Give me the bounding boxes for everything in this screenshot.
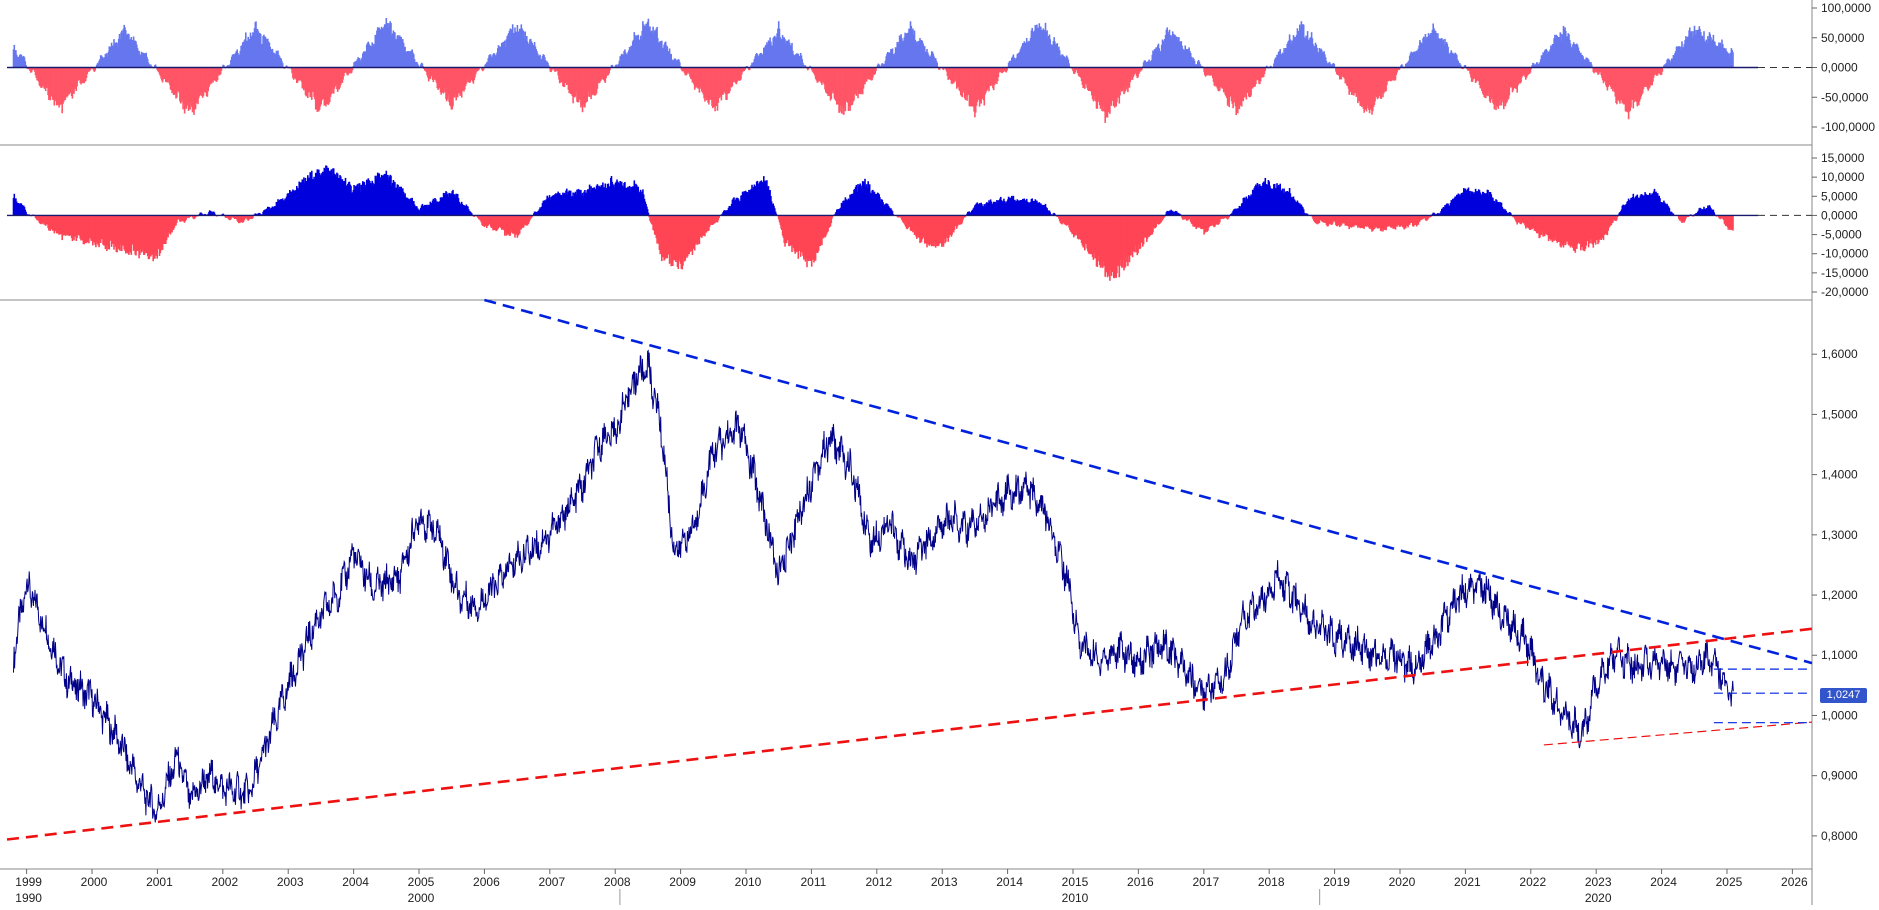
x-tick-label: 2024 [1650,875,1677,889]
x-tick-label: 2022 [1519,875,1546,889]
x-tick-label: 2019 [1323,875,1350,889]
x-major-tick-label: 2000 [408,891,435,905]
top-osc-tick-label: 0,0000 [1821,61,1858,75]
x-tick-label: 2012 [865,875,892,889]
mid-osc-tick-label: -15,0000 [1821,266,1869,280]
x-tick-label: 2013 [931,875,958,889]
mid-osc-tick-label: -5,0000 [1821,228,1862,242]
last-price-value: 1,0247 [1826,689,1861,701]
x-tick-label: 2025 [1716,875,1743,889]
price-tick-label: 1,6000 [1821,347,1858,361]
price-tick-label: 1,3000 [1821,528,1858,542]
top-osc-tick-label: -100,0000 [1821,120,1875,134]
trendline-red [1543,721,1813,746]
x-tick-label: 2006 [473,875,500,889]
x-tick-label: 2007 [538,875,565,889]
price-line [13,349,1734,823]
mid-osc-tick-label: -20,0000 [1821,285,1869,299]
x-major-tick-label: 2010 [1062,891,1089,905]
x-major-tick-label: 1990 [15,891,42,905]
mid-osc-tick-label: 15,0000 [1821,151,1865,165]
mid-osc-tick-label: 0,0000 [1821,208,1858,222]
top-osc-tick-label: 100,0000 [1821,1,1871,15]
x-tick-label: 2004 [342,875,369,889]
mid-osc-tick-label: 5,0000 [1821,189,1858,203]
x-tick-label: 2003 [277,875,304,889]
x-tick-label: 2015 [1062,875,1089,889]
x-tick-label: 2005 [408,875,435,889]
x-major-tick-label: 2020 [1585,891,1612,905]
mid-osc-tick-label: -10,0000 [1821,247,1869,261]
price-tick-label: 1,2000 [1821,588,1858,602]
x-tick-label: 2001 [146,875,173,889]
price-tick-label: 0,9000 [1821,769,1858,783]
x-tick-label: 2021 [1454,875,1481,889]
price-tick-label: 1,1000 [1821,648,1858,662]
x-tick-label: 2016 [1127,875,1154,889]
top-osc-series [12,18,1734,123]
x-tick-label: 2014 [996,875,1023,889]
x-tick-label: 2010 [735,875,762,889]
top-osc-tick-label: 50,0000 [1821,31,1865,45]
price-tick-label: 1,0000 [1821,708,1858,722]
trendline-blue [484,298,1813,665]
x-tick-label: 2000 [81,875,108,889]
mid-osc-series [12,165,1734,281]
price-tick-label: 1,5000 [1821,407,1858,421]
x-tick-label: 1999 [15,875,42,889]
x-tick-label: 2002 [211,875,238,889]
x-tick-label: 2011 [800,875,826,889]
mid-osc-tick-label: 10,0000 [1821,170,1865,184]
last-price-badge: 1,0247 [1820,688,1867,703]
x-tick-label: 2026 [1781,875,1808,889]
x-tick-label: 2020 [1389,875,1416,889]
x-tick-label: 2023 [1585,875,1612,889]
price-tick-label: 0,8000 [1821,829,1858,843]
price-tick-label: 1,4000 [1821,468,1858,482]
x-tick-label: 2017 [1192,875,1219,889]
top-osc-tick-label: -50,0000 [1821,90,1869,104]
x-tick-label: 2009 [669,875,696,889]
trendline-red [6,627,1813,841]
x-tick-label: 2018 [1258,875,1285,889]
x-tick-label: 2008 [604,875,631,889]
